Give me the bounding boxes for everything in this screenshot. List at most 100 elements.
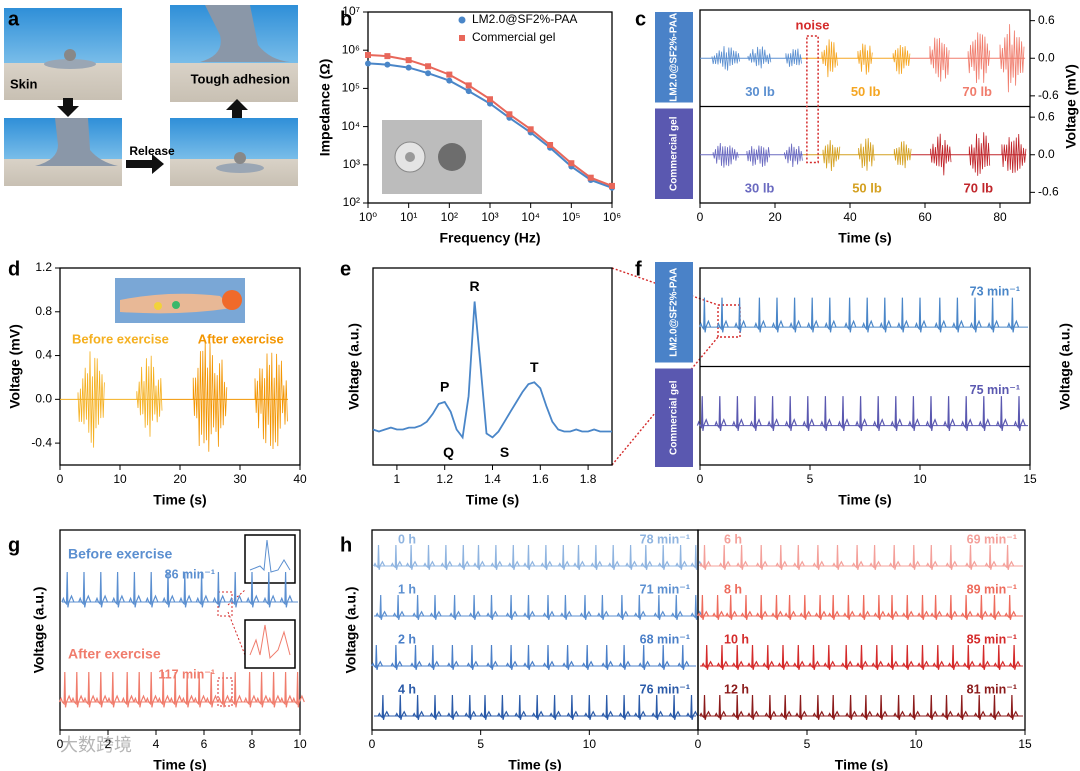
ecg-beat [566,694,579,720]
ecg-beat [412,694,425,720]
ecg-beat [908,544,921,570]
row-label: 12 h [724,682,749,696]
panel-a-photos: Skin Tough adhesion Release [4,5,298,186]
y-axis-label: Voltage (a.u.) [1057,323,1073,410]
plot-frame [371,529,699,731]
ecg-beat [843,594,856,620]
noise-box [806,35,819,164]
ecg-beat [473,544,486,570]
y-tick-label: 0.0 [35,392,52,406]
ecg-beat [775,544,788,570]
ecg-beat [714,396,727,431]
ecg-beat [279,571,293,608]
ecg-beat [802,396,815,431]
ecg-beat [925,544,938,570]
electrode [154,302,162,310]
zoom-box [217,677,233,707]
ecg-beat [767,396,780,431]
ecg-beat [987,297,1000,333]
row-label: 8 h [724,582,742,596]
group-label: 30 lb [745,84,775,99]
plot-frame [697,529,1026,731]
ecg-beat [429,594,442,620]
wave-label: R [470,278,480,294]
x-tick-label: 1.4 [484,472,501,486]
ecg-beat [696,396,709,431]
ecg-beat [771,297,784,333]
x-tick-label: 5 [477,737,484,751]
rate-label: 85 min⁻¹ [967,632,1017,646]
ecg-beat [229,671,243,708]
ecg-beat [851,544,864,570]
emg-burst [712,142,739,168]
ecg-beat [917,644,930,670]
snap [64,49,76,61]
ecg-beat [618,644,631,670]
ecg-beat [542,644,555,670]
ecg-beat [908,396,921,431]
x-tick-label: 5 [807,472,814,486]
ecg-beat [716,644,729,670]
photo-caption: Skin [10,76,38,91]
ecg-beat [121,671,135,708]
panel-label: h [340,534,352,556]
emg-burst [1001,133,1027,174]
ecg-beat [945,544,958,570]
ecg-beat [1013,396,1026,431]
ecg-beat [579,594,592,620]
ecg-beat [824,297,837,333]
x-tick-label: 10 [113,472,127,486]
wave-label: S [500,444,509,460]
ecg-beat [808,644,821,670]
ecg-line [372,301,612,440]
legend-marker [458,16,466,24]
ecg-beat [930,594,943,620]
ecg-beat [886,644,899,670]
x-tick-label: 1.6 [532,472,549,486]
ecg-beat [1007,297,1020,333]
ecg-beat [814,594,827,620]
x-tick-label: 6 [201,737,208,751]
arrow [57,98,79,117]
y-tick-label: 0.4 [35,348,52,362]
electrode [216,163,264,173]
ecg-beat [638,644,651,670]
panel-g-insets [217,534,296,707]
emg-burst [136,355,163,437]
ecg-beat [466,644,479,670]
group-label: After exercise [198,331,284,346]
x-tick-label: 10 [293,737,307,751]
ecg-beat [914,297,927,333]
y-axis-label: Voltage (mV) [1063,64,1079,149]
ecg-beat [784,594,797,620]
ecg-beat [840,644,853,670]
ecg-beat [291,671,305,708]
ecg-beat [279,671,293,708]
emg-burst [893,141,912,169]
ecg-beat [812,694,825,720]
ecg-beat [557,544,570,570]
emg-burst [967,32,991,84]
ecg-beat [886,594,899,620]
ecg-beat [523,544,536,570]
x-tick-label: 2 [105,737,112,751]
marker [405,64,412,71]
photo [4,8,122,100]
arrow [226,99,248,118]
panel-d-inset [115,278,245,323]
ecg-beat [701,644,714,670]
electrode [438,143,466,171]
electrode [35,118,118,166]
marker [465,82,472,89]
legend-marker [459,35,465,41]
group-label: 30 lb [745,180,775,195]
row-tag-label: LM2.0@SF2%-PAA [669,13,680,102]
marker [446,71,453,78]
ecg-beat [734,297,747,333]
ecg-beat [262,571,277,608]
ecg-beat [375,594,388,620]
y-tick-label: 10⁶ [342,42,360,56]
x-tick-label: 4 [153,737,160,751]
ecg-beat [1006,694,1019,720]
